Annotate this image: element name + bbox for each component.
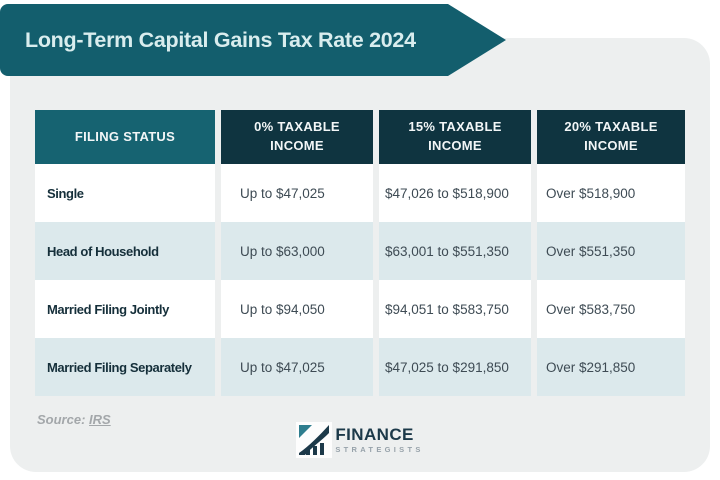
logo-wordmark: FINANCE STRATEGISTS [335, 424, 424, 455]
source-link-irs[interactable]: IRS [89, 412, 111, 427]
column-header-20-percent: 20% TAXABLE INCOME [537, 110, 685, 164]
table-cell-filing-status: Single [35, 164, 215, 222]
source-attribution: Source: IRS [37, 412, 111, 427]
column-header-15-percent: 15% TAXABLE INCOME [379, 110, 531, 164]
table-cell-filing-status: Married Filing Separately [35, 338, 215, 396]
table-cell: Over $291,850 [537, 338, 685, 396]
table-cell: $63,001 to $551,350 [379, 222, 531, 280]
table-cell: Over $551,350 [537, 222, 685, 280]
table-cell-filing-status: Head of Household [35, 222, 215, 280]
table-cell-filing-status: Married Filing Jointly [35, 280, 215, 338]
finance-strategists-chart-icon [296, 422, 333, 458]
title-banner: Long-Term Capital Gains Tax Rate 2024 [0, 4, 506, 76]
table-cell: Up to $63,000 [221, 222, 373, 280]
table-cell: $47,025 to $291,850 [379, 338, 531, 396]
tax-rate-table: FILING STATUS 0% TAXABLE INCOME 15% TAXA… [35, 110, 685, 396]
finance-strategists-logo: FINANCE STRATEGISTS [0, 422, 720, 458]
table-cell: Up to $47,025 [221, 164, 373, 222]
source-label: Source: [37, 412, 86, 427]
column-header-filing-status: FILING STATUS [35, 110, 215, 164]
table-cell: Over $518,900 [537, 164, 685, 222]
page-title: Long-Term Capital Gains Tax Rate 2024 [25, 27, 416, 52]
column-header-0-percent: 0% TAXABLE INCOME [221, 110, 373, 164]
logo-text-finance: FINANCE [335, 424, 414, 444]
logo-text-strategists: STRATEGISTS [335, 444, 424, 454]
table-cell: $47,026 to $518,900 [379, 164, 531, 222]
table-cell: Up to $94,050 [221, 280, 373, 338]
table-cell: $94,051 to $583,750 [379, 280, 531, 338]
table-cell: Over $583,750 [537, 280, 685, 338]
table-cell: Up to $47,025 [221, 338, 373, 396]
